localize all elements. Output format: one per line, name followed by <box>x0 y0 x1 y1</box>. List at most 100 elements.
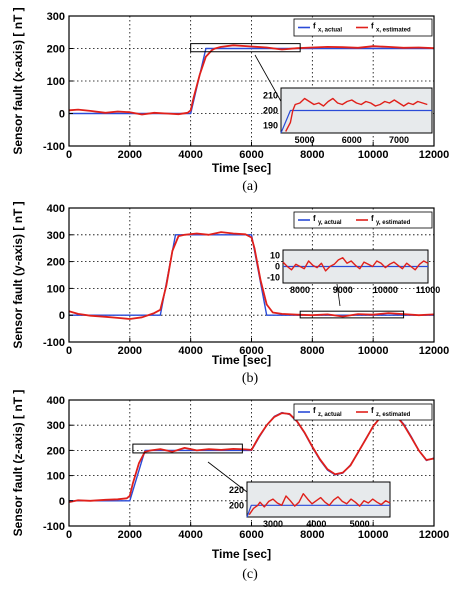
x-tick-label: 2000 <box>118 345 142 357</box>
x-tick-label: 4000 <box>178 345 202 357</box>
inset-x-tick-label: 11000 <box>416 285 441 295</box>
legend-label-subscript: x, estimated <box>376 28 411 34</box>
y-axis-title: Sensor fault (z-axis) [ nT ] <box>11 390 25 537</box>
x-tick-label: 6000 <box>239 529 263 541</box>
y-tick-label: 300 <box>47 420 65 432</box>
x-tick-label: 4000 <box>178 149 202 161</box>
y-tick-label: -100 <box>43 141 65 153</box>
legend-label-subscript: x, actual <box>318 28 342 34</box>
x-tick-label: 10000 <box>358 149 389 161</box>
inset-y-tick-label: 200 <box>229 500 244 510</box>
panel-caption: (a) <box>242 179 258 194</box>
inset-actual-line <box>280 109 432 134</box>
legend: f z, actual f z, estimated <box>293 403 433 421</box>
x-tick-label: 8000 <box>300 529 324 541</box>
inset-x-tick-label: 5000 <box>295 135 315 145</box>
inset-x-tick-label: 4000 <box>306 519 326 529</box>
chart-panel-3: 0 2000 4000 6000 8000 10000 12000-100010020030… <box>11 390 449 582</box>
y-axis-title: Sensor fault (y-axis) [ nT ] <box>11 201 25 348</box>
legend-label: f <box>313 406 316 415</box>
inset-y-tick-label: 220 <box>229 485 244 495</box>
y-tick-label: 200 <box>47 445 65 457</box>
y-tick-label: -100 <box>43 337 65 349</box>
x-tick-label: 12000 <box>419 529 450 541</box>
legend-label-subscript: y, actual <box>318 220 342 226</box>
panel-caption: (b) <box>242 371 259 386</box>
y-axis-title: Sensor fault (x-axis) [ nT ] <box>11 7 25 154</box>
legend-label: f <box>371 406 374 415</box>
y-tick-label: 100 <box>47 471 65 483</box>
chart-panel-1: 0 2000 4000 6000 8000 10000 12000-100010020030… <box>11 7 449 194</box>
x-tick-label: 8000 <box>300 345 324 357</box>
inset-estimated-line <box>282 257 429 272</box>
legend: f y, actual f y, estimated <box>293 211 433 229</box>
x-tick-label: 12000 <box>419 345 450 357</box>
zoom-region-box <box>132 443 243 454</box>
inset-x-tick-label: 9000 <box>333 285 353 295</box>
x-tick-label: 8000 <box>300 149 324 161</box>
series-estimated-line <box>68 44 435 116</box>
inset-plot: 3000 4000 5000 200 220 <box>229 481 391 529</box>
inset-x-tick-label: 5000 <box>350 519 370 529</box>
series-estimated-line <box>68 231 435 320</box>
x-axis-title: Time [sec] <box>212 547 271 561</box>
chart-panel-2: 0 2000 4000 6000 8000 10000 12000-100010020030… <box>11 201 449 386</box>
zoom-region-box <box>299 310 405 319</box>
y-tick-label: 100 <box>47 283 65 295</box>
y-tick-label: 0 <box>59 310 65 322</box>
inset-x-tick-label: 3000 <box>263 519 283 529</box>
x-tick-label: 12000 <box>419 149 450 161</box>
y-tick-label: 0 <box>59 496 65 508</box>
inset-y-tick-label: 200 <box>263 106 278 116</box>
legend-label-subscript: z, estimated <box>376 412 411 418</box>
inset-estimated-line <box>285 97 428 132</box>
x-tick-label: 2000 <box>118 149 142 161</box>
x-tick-label: 2000 <box>118 529 142 541</box>
x-tick-label: 4000 <box>178 529 202 541</box>
inset-y-tick-label: 10 <box>270 251 280 261</box>
y-tick-label: 300 <box>47 11 65 23</box>
legend-label: f <box>371 214 374 223</box>
inset-y-tick-label: 0 <box>275 262 280 272</box>
x-tick-label: 6000 <box>239 345 263 357</box>
x-tick-label: 0 <box>66 529 72 541</box>
zoom-connector-line <box>207 461 248 493</box>
y-tick-label: -100 <box>43 521 65 533</box>
x-axis-title: Time [sec] <box>212 353 271 367</box>
inset-x-tick-label: 7000 <box>389 135 409 145</box>
y-tick-label: 0 <box>59 109 65 121</box>
inset-x-tick-label: 8000 <box>290 285 310 295</box>
y-tick-label: 400 <box>47 395 65 407</box>
x-tick-label: 10000 <box>358 345 389 357</box>
inset-x-tick-label: 6000 <box>342 135 362 145</box>
y-tick-label: 300 <box>47 230 65 242</box>
legend: f x, actual f x, estimated <box>293 18 433 37</box>
y-tick-label: 100 <box>47 76 65 88</box>
legend-label: f <box>371 22 374 31</box>
legend-label: f <box>313 214 316 223</box>
x-tick-label: 0 <box>66 149 72 161</box>
x-tick-label: 10000 <box>358 529 389 541</box>
x-axis-title: Time [sec] <box>212 161 271 175</box>
zoom-connector-line <box>336 283 341 307</box>
zoom-connector-line <box>254 54 284 106</box>
y-tick-label: 200 <box>47 44 65 56</box>
y-tick-label: 200 <box>47 257 65 269</box>
legend-label-subscript: z, actual <box>318 412 342 418</box>
x-tick-label: 6000 <box>239 149 263 161</box>
inset-estimated-line <box>248 493 391 516</box>
inset-x-tick-label: 10000 <box>373 285 398 295</box>
inset-y-tick-label: 210 <box>263 91 278 101</box>
inset-plot: 5000 6000 7000 190 200 210 <box>263 87 433 145</box>
panel-caption: (c) <box>242 567 258 582</box>
legend-label-subscript: y, estimated <box>376 220 411 226</box>
inset-y-tick-label: 190 <box>263 121 278 131</box>
x-tick-label: 0 <box>66 345 72 357</box>
inset-y-tick-label: -10 <box>267 273 280 283</box>
y-tick-label: 400 <box>47 203 65 215</box>
zoom-region-box <box>190 43 301 53</box>
legend-label: f <box>313 22 316 31</box>
